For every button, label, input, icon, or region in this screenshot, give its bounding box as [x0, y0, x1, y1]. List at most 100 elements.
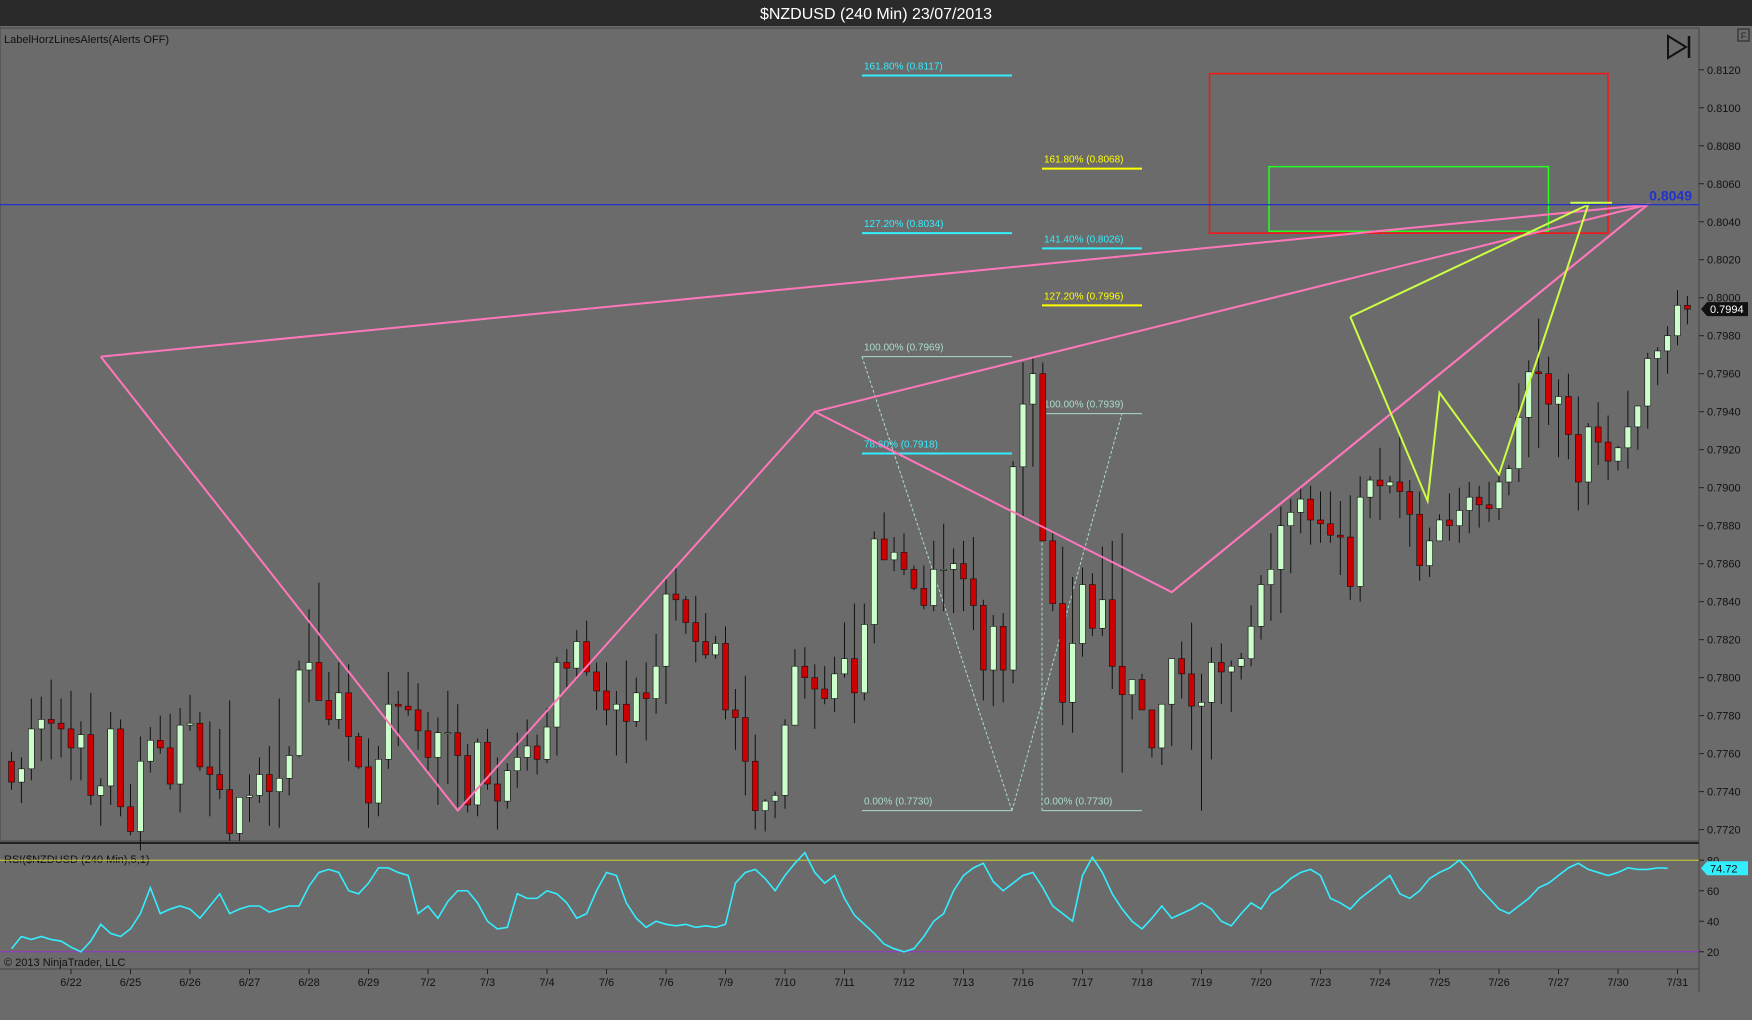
- down-candle: [216, 774, 224, 791]
- fib-label: 78.60% (0.7918): [864, 439, 938, 450]
- price-tick-label: 0.7860: [1707, 559, 1741, 571]
- date-tick-label: 7/19: [1191, 977, 1212, 989]
- up-candle: [1158, 703, 1166, 749]
- title-bar: [0, 0, 1752, 26]
- date-tick-label: 6/27: [239, 977, 260, 989]
- up-candle: [791, 665, 799, 726]
- up-candle: [1644, 358, 1652, 407]
- down-candle: [365, 766, 372, 804]
- rsi-tick-label: 60: [1707, 886, 1719, 898]
- down-candle: [494, 783, 501, 802]
- down-candle: [732, 709, 739, 718]
- down-candle: [1565, 396, 1572, 435]
- horizontal-line[interactable]: 0.8049: [0, 188, 1699, 206]
- up-candle: [1029, 373, 1037, 405]
- up-candle: [1426, 540, 1433, 566]
- fib-label: 127.20% (0.7996): [1044, 291, 1124, 302]
- up-candle: [474, 741, 481, 806]
- fib-label: 0.00% (0.7730): [1044, 797, 1112, 808]
- down-candle: [900, 551, 908, 570]
- date-tick-label: 7/25: [1429, 977, 1450, 989]
- rsi-tick-label: 40: [1707, 916, 1719, 928]
- up-candle: [1247, 626, 1255, 659]
- up-candle: [513, 757, 521, 772]
- down-candle: [751, 760, 759, 811]
- down-candle: [1118, 665, 1126, 696]
- rsi-last-value: 74.72: [1710, 863, 1738, 875]
- down-candle: [1684, 305, 1691, 310]
- down-candle: [1178, 658, 1185, 675]
- up-candle: [335, 692, 343, 720]
- window-menu-button[interactable]: [1737, 28, 1750, 42]
- up-candle: [107, 728, 114, 787]
- down-candle: [1575, 434, 1582, 483]
- up-candle: [28, 728, 35, 770]
- up-candle: [1436, 519, 1443, 542]
- date-tick-label: 7/18: [1131, 977, 1152, 989]
- down-candle: [960, 563, 967, 580]
- date-tick-label: 6/25: [120, 977, 141, 989]
- down-candle: [1218, 662, 1225, 673]
- up-candle: [137, 760, 144, 832]
- horizontal-line-label: 0.8049: [1649, 188, 1692, 204]
- down-candle: [583, 641, 590, 673]
- up-candle: [573, 641, 581, 669]
- date-tick-label: 7/30: [1607, 977, 1628, 989]
- down-candle: [563, 662, 571, 669]
- down-candle: [533, 745, 541, 760]
- date-tick-label: 7/16: [1012, 977, 1033, 989]
- up-candle: [504, 770, 511, 802]
- skip-to-end-icon[interactable]: [1667, 34, 1691, 60]
- price-tick-label: 0.8100: [1707, 103, 1741, 115]
- down-candle: [206, 766, 214, 775]
- date-axis: 6/22 6/25 6/26 6/27 6/28 6/29 7/2 7/3 7/4 7/6 7/6 7…: [60, 969, 1688, 989]
- down-candle: [722, 643, 729, 711]
- up-candle: [1515, 417, 1523, 469]
- pink-bat-pattern: [99, 203, 1651, 813]
- price-tick-label: 0.8060: [1707, 179, 1741, 191]
- down-candle: [1148, 709, 1156, 749]
- up-candle: [1009, 466, 1017, 671]
- red-box: [1208, 72, 1609, 234]
- price-tick-label: 0.8000: [1707, 293, 1741, 305]
- date-tick-label: 7/9: [718, 977, 733, 989]
- down-candle: [1475, 496, 1483, 506]
- up-candle: [1128, 679, 1136, 696]
- up-candle: [275, 778, 283, 792]
- price-tick-label: 0.7720: [1707, 825, 1741, 837]
- up-candle: [632, 692, 640, 722]
- up-candle: [781, 724, 789, 796]
- up-candle: [1277, 525, 1285, 570]
- up-candle: [1495, 481, 1503, 509]
- date-tick-label: 7/20: [1250, 977, 1271, 989]
- up-candle: [841, 658, 848, 675]
- lime-pattern: [1349, 202, 1590, 505]
- up-candle: [1297, 498, 1304, 513]
- down-candle: [454, 732, 462, 756]
- date-tick-label: 7/4: [539, 977, 554, 989]
- date-tick-label: 7/12: [893, 977, 914, 989]
- price-tick-label: 0.8120: [1707, 65, 1741, 77]
- target-zones: [1208, 72, 1609, 234]
- up-candle: [1366, 479, 1374, 498]
- pink-bc-leg: [814, 203, 1648, 413]
- fib-label: 127.20% (0.8034): [864, 219, 944, 230]
- down-candle: [603, 690, 610, 711]
- down-candle: [1307, 498, 1314, 521]
- up-candle: [295, 669, 303, 756]
- up-candle: [1099, 599, 1106, 629]
- down-candle: [1446, 519, 1453, 526]
- down-candle: [642, 692, 650, 699]
- up-candle: [1198, 702, 1205, 707]
- price-tick-label: 0.7760: [1707, 749, 1741, 761]
- up-candle: [18, 768, 25, 783]
- fib-label: 100.00% (0.7969): [864, 343, 944, 354]
- price-tick-label: 0.7840: [1707, 597, 1741, 609]
- up-candle: [1356, 496, 1364, 587]
- up-candle: [305, 662, 313, 671]
- date-tick-label: 6/22: [60, 977, 81, 989]
- up-candle: [1624, 426, 1632, 449]
- up-candle: [385, 703, 392, 760]
- up-candle: [444, 732, 452, 735]
